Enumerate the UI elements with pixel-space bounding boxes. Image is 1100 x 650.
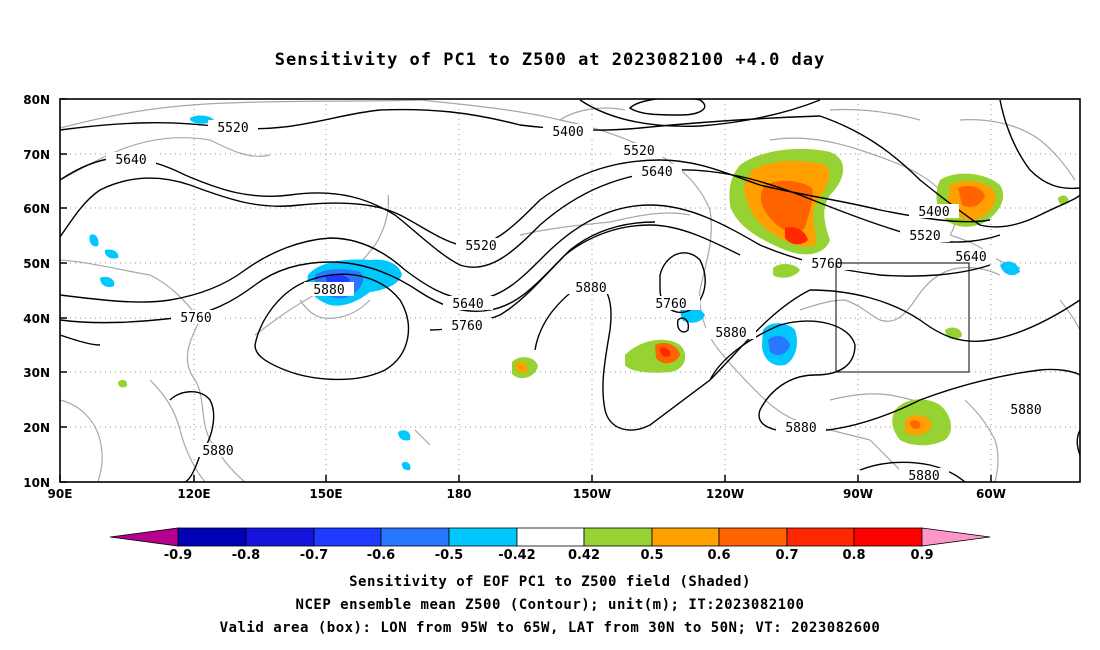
contour-labels: 5520 5400 5520 5640 5640 5520 5400 5880 … [106, 120, 1051, 484]
colorbar-segment [448, 527, 518, 547]
contour-label: 5640 [955, 250, 986, 265]
colorbar-segment [718, 527, 788, 547]
contour-label: 5400 [918, 205, 949, 220]
contour-label: 5880 [715, 326, 746, 341]
colorbar-label: -0.9 [164, 548, 192, 563]
contour-label: 5400 [552, 125, 583, 140]
colorbar-segment [583, 527, 653, 547]
colorbar-label: 0.9 [910, 548, 933, 563]
contour-label: 5760 [811, 257, 842, 272]
colorbar-label: 0.6 [707, 548, 730, 563]
lat-label: 20N [23, 421, 50, 435]
colorbar-under-triangle [109, 527, 179, 547]
colorbar-segment [786, 527, 855, 547]
colorbar-segment [245, 527, 315, 547]
colorbar-label: -0.8 [232, 548, 260, 563]
colorbar-label: 0.8 [842, 548, 865, 563]
colorbar-segment [853, 527, 923, 547]
lat-label: 70N [23, 148, 50, 162]
caption-line-2: NCEP ensemble mean Z500 (Contour); unit(… [295, 597, 805, 613]
contour-label: 5640 [641, 165, 672, 180]
contour-label: 5520 [909, 229, 940, 244]
colorbar-segment [651, 527, 720, 547]
contour-label: 5760 [655, 297, 686, 312]
colorbar-over-triangle [921, 527, 991, 547]
contour-label: 5880 [202, 444, 233, 459]
lat-label: 80N [23, 93, 50, 107]
valid-area-box [835, 262, 970, 373]
colorbar-segment [313, 527, 382, 547]
contour-label: 5520 [465, 239, 496, 254]
contour-label: 5880 [785, 421, 816, 436]
map-frame [59, 98, 1081, 483]
lon-label: 60W [976, 487, 1006, 501]
lon-label: 150W [573, 487, 611, 501]
lon-label: 120E [177, 487, 210, 501]
sensitivity-shading [89, 115, 1069, 478]
lat-label: 10N [23, 476, 50, 490]
contour-label: 5640 [452, 297, 483, 312]
colorbar-label: 0.42 [568, 548, 600, 563]
lon-label: 150E [309, 487, 342, 501]
contour-label: 5880 [1010, 403, 1041, 418]
colorbar-label: -0.7 [300, 548, 328, 563]
contour-label: 5880 [908, 469, 939, 484]
colorbar-label: 0.5 [640, 548, 663, 563]
contour-label: 5520 [217, 121, 248, 136]
contour-label: 5760 [451, 319, 482, 334]
caption-line-1: Sensitivity of EOF PC1 to Z500 field (Sh… [349, 574, 751, 590]
contour-label: 5640 [115, 153, 146, 168]
lon-label: 180 [446, 487, 471, 501]
chart-title: Sensitivity of PC1 to Z500 at 2023082100… [274, 50, 826, 70]
colorbar [109, 527, 991, 547]
lon-label: 90E [48, 487, 73, 501]
colorbar-segment [380, 527, 450, 547]
contour-label: 5880 [575, 281, 606, 296]
contour-label: 5760 [180, 311, 211, 326]
contour-label: 5520 [623, 144, 654, 159]
colorbar-segment [516, 527, 585, 547]
colorbar-label: 0.7 [775, 548, 798, 563]
lon-label: 90W [843, 487, 873, 501]
colorbar-label: -0.5 [435, 548, 463, 563]
colorbar-label: -0.6 [367, 548, 395, 563]
colorbar-label: -0.42 [498, 548, 535, 563]
lat-label: 50N [23, 257, 50, 271]
caption-line-3: Valid area (box): LON from 95W to 65W, L… [219, 620, 881, 636]
lat-label: 30N [23, 366, 50, 380]
lat-label: 40N [23, 312, 50, 326]
lon-label: 120W [706, 487, 744, 501]
lat-label: 60N [23, 202, 50, 216]
colorbar-segment [177, 527, 247, 547]
contour-label: 5880 [313, 283, 344, 298]
axis-ticks [59, 98, 992, 483]
